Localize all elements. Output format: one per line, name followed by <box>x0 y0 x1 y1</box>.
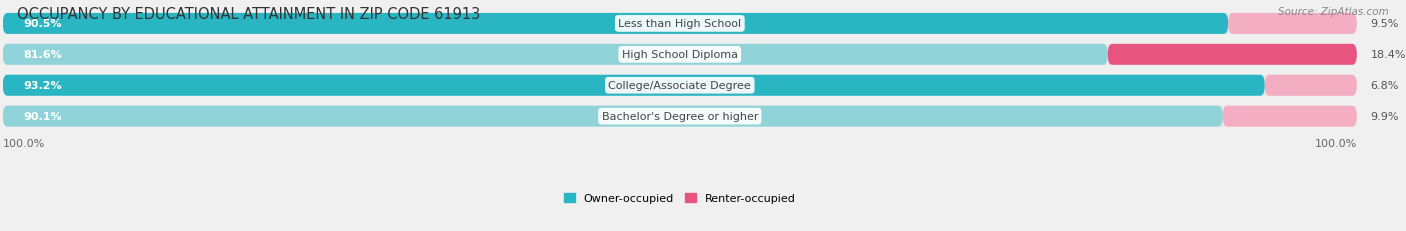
Text: 90.5%: 90.5% <box>22 19 62 29</box>
FancyBboxPatch shape <box>3 45 1108 66</box>
Text: 100.0%: 100.0% <box>1315 139 1357 149</box>
Text: 6.8%: 6.8% <box>1371 81 1399 91</box>
FancyBboxPatch shape <box>3 106 1357 127</box>
FancyBboxPatch shape <box>3 106 1223 127</box>
FancyBboxPatch shape <box>1265 75 1357 96</box>
Text: 9.9%: 9.9% <box>1371 112 1399 122</box>
FancyBboxPatch shape <box>1108 45 1357 66</box>
Text: 81.6%: 81.6% <box>22 50 62 60</box>
Text: Bachelor's Degree or higher: Bachelor's Degree or higher <box>602 112 758 122</box>
FancyBboxPatch shape <box>3 75 1265 96</box>
Text: Source: ZipAtlas.com: Source: ZipAtlas.com <box>1278 7 1389 17</box>
FancyBboxPatch shape <box>1229 14 1357 35</box>
FancyBboxPatch shape <box>3 75 1357 96</box>
Text: 90.1%: 90.1% <box>22 112 62 122</box>
Text: 93.2%: 93.2% <box>22 81 62 91</box>
FancyBboxPatch shape <box>1223 106 1357 127</box>
Text: 18.4%: 18.4% <box>1371 50 1406 60</box>
Text: OCCUPANCY BY EDUCATIONAL ATTAINMENT IN ZIP CODE 61913: OCCUPANCY BY EDUCATIONAL ATTAINMENT IN Z… <box>17 7 479 22</box>
Text: High School Diploma: High School Diploma <box>621 50 738 60</box>
FancyBboxPatch shape <box>3 14 1357 35</box>
FancyBboxPatch shape <box>3 45 1357 66</box>
Text: 9.5%: 9.5% <box>1371 19 1399 29</box>
Text: College/Associate Degree: College/Associate Degree <box>609 81 751 91</box>
Text: 100.0%: 100.0% <box>3 139 45 149</box>
Legend: Owner-occupied, Renter-occupied: Owner-occupied, Renter-occupied <box>560 189 800 208</box>
Text: Less than High School: Less than High School <box>619 19 741 29</box>
FancyBboxPatch shape <box>3 14 1229 35</box>
